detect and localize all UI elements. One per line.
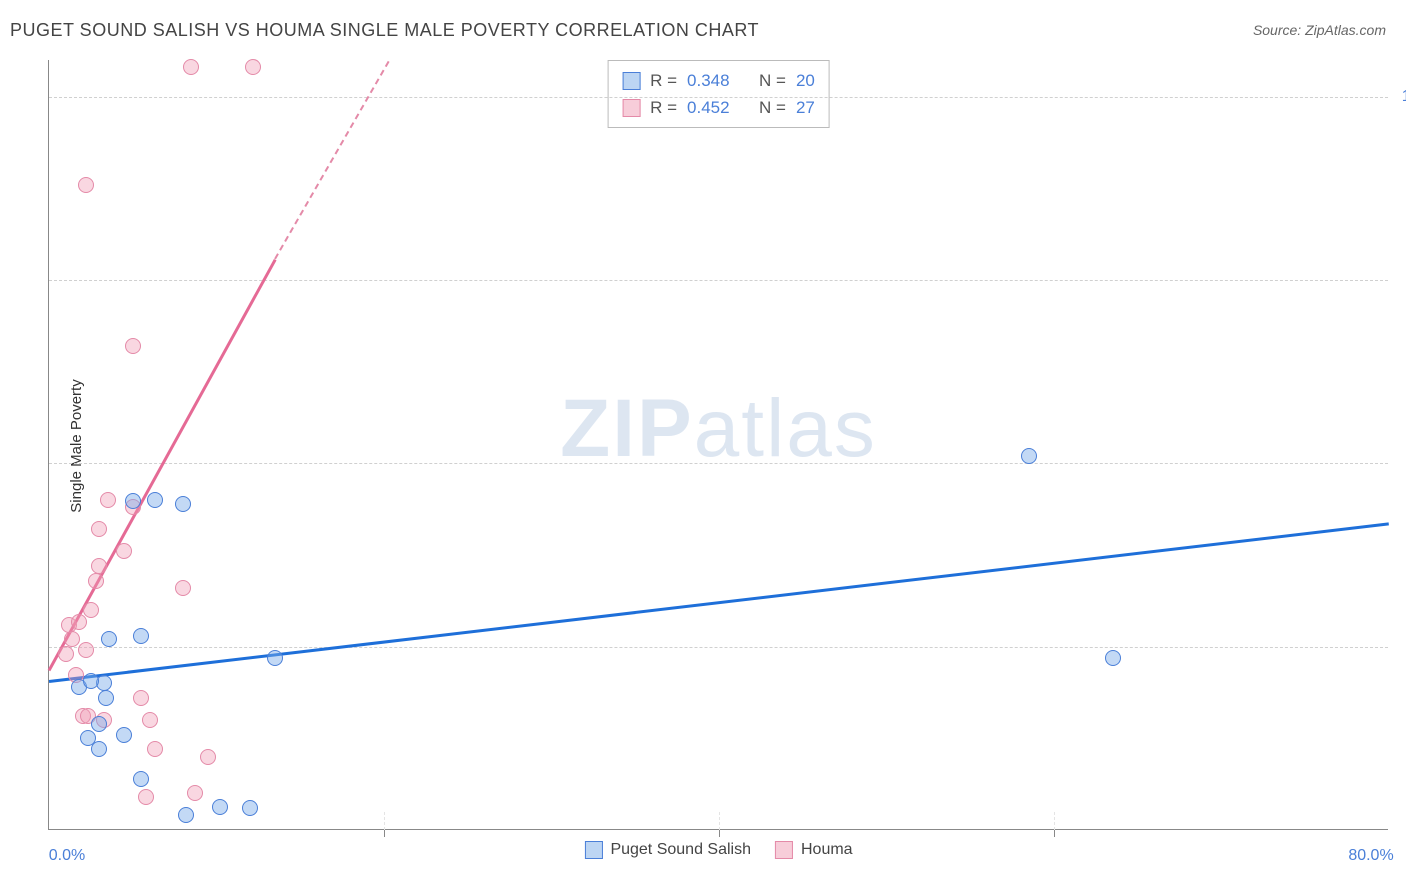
scatter-point-houma [64,631,80,647]
scatter-point-puget-sound-salish [1105,650,1121,666]
y-tick-label: 50.0% [1396,454,1406,472]
scatter-point-puget-sound-salish [212,799,228,815]
scatter-point-houma [116,543,132,559]
swatch-icon [622,72,640,90]
scatter-point-puget-sound-salish [91,716,107,732]
scatter-point-houma [58,646,74,662]
legend-label: Houma [801,841,853,859]
scatter-point-puget-sound-salish [125,493,141,509]
scatter-point-puget-sound-salish [147,492,163,508]
scatter-point-puget-sound-salish [116,727,132,743]
stat-r-label: R = [650,94,677,121]
scatter-point-puget-sound-salish [98,690,114,706]
correlation-chart: PUGET SOUND SALISH VS HOUMA SINGLE MALE … [0,0,1406,892]
scatter-point-puget-sound-salish [242,800,258,816]
scatter-point-houma [142,712,158,728]
scatter-point-houma [133,690,149,706]
watermark-light: atlas [694,383,877,474]
swatch-icon [622,99,640,117]
legend-label: Puget Sound Salish [610,841,751,859]
scatter-point-puget-sound-salish [133,771,149,787]
trendline-puget-sound-salish [49,522,1389,683]
legend-item: Houma [775,841,853,859]
scatter-point-houma [200,749,216,765]
stat-n-value: 20 [796,67,815,94]
legend-bottom: Puget Sound Salish Houma [584,841,852,859]
stats-row: R = 0.348 N = 20 [622,67,815,94]
scatter-point-puget-sound-salish [96,675,112,691]
chart-title: PUGET SOUND SALISH VS HOUMA SINGLE MALE … [10,20,759,41]
x-tick-label: 80.0% [1348,847,1393,865]
stat-r-value: 0.348 [687,67,730,94]
y-tick-label: 100.0% [1396,88,1406,106]
scatter-point-houma [183,59,199,75]
scatter-point-puget-sound-salish [101,631,117,647]
scatter-point-houma [147,741,163,757]
plot-area: ZIPatlas R = 0.348 N = 20 R = 0.452 N = … [48,60,1388,830]
scatter-point-houma [125,338,141,354]
stat-n-value: 27 [796,94,815,121]
scatter-point-puget-sound-salish [267,650,283,666]
stat-r-label: R = [650,67,677,94]
gridline-horizontal [49,97,1388,98]
scatter-point-houma [187,785,203,801]
y-tick-label: 75.0% [1396,271,1406,289]
scatter-point-houma [175,580,191,596]
gridline-horizontal [49,647,1388,648]
scatter-point-puget-sound-salish [133,628,149,644]
watermark-bold: ZIP [560,383,694,474]
x-tick [719,829,720,837]
scatter-point-houma [91,558,107,574]
source-attribution: Source: ZipAtlas.com [1253,22,1386,38]
swatch-icon [775,841,793,859]
x-tick [1054,829,1055,837]
scatter-point-houma [71,614,87,630]
y-tick-label: 25.0% [1396,638,1406,656]
gridline-horizontal [49,463,1388,464]
x-tick [384,829,385,837]
gridline-horizontal [49,280,1388,281]
scatter-point-puget-sound-salish [175,496,191,512]
stat-r-value: 0.452 [687,94,730,121]
scatter-point-puget-sound-salish [83,673,99,689]
watermark-text: ZIPatlas [560,382,877,476]
scatter-point-houma [83,602,99,618]
scatter-point-houma [78,642,94,658]
gridline-vertical [384,812,385,830]
stats-row: R = 0.452 N = 27 [622,94,815,121]
gridline-vertical [719,812,720,830]
scatter-point-puget-sound-salish [91,741,107,757]
scatter-point-houma [138,789,154,805]
scatter-point-houma [78,177,94,193]
swatch-icon [584,841,602,859]
scatter-point-puget-sound-salish [178,807,194,823]
stat-n-label: N = [759,94,786,121]
stats-legend-box: R = 0.348 N = 20 R = 0.452 N = 27 [607,60,830,128]
x-tick-label: 0.0% [49,847,85,865]
gridline-vertical [1054,812,1055,830]
scatter-point-houma [91,521,107,537]
scatter-point-houma [100,492,116,508]
scatter-point-houma [245,59,261,75]
legend-item: Puget Sound Salish [584,841,751,859]
scatter-point-houma [88,573,104,589]
stat-n-label: N = [759,67,786,94]
scatter-point-puget-sound-salish [1021,448,1037,464]
trendline-houma-dashed [274,61,390,260]
